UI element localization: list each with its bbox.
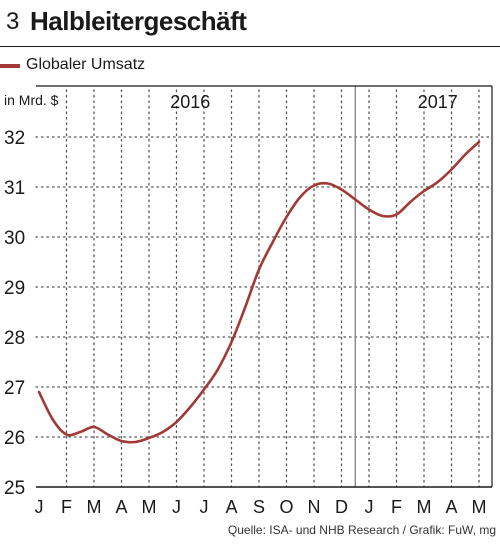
y-tick-label: 29 xyxy=(4,278,25,299)
x-tick-label: A xyxy=(225,497,237,517)
x-tick-label: F xyxy=(61,497,72,517)
x-tick-label: S xyxy=(253,497,265,517)
x-tick-label: J xyxy=(172,497,181,517)
x-tick-label: M xyxy=(87,497,102,517)
x-tick-label: A xyxy=(115,497,127,517)
x-tick-label: J xyxy=(200,497,209,517)
y-axis-unit-label: in Mrd. $ xyxy=(4,92,59,108)
y-tick-label: 31 xyxy=(4,178,25,199)
x-tick-label: J xyxy=(35,497,44,517)
chart-title: Halbleitergeschäft xyxy=(30,6,247,36)
figure-number: 3 xyxy=(6,8,20,35)
year-labels: 2016 2017 xyxy=(170,92,458,112)
series xyxy=(37,140,481,444)
header-rule xyxy=(0,46,500,47)
legend-swatch xyxy=(0,64,20,68)
y-tick-label: 26 xyxy=(4,428,25,449)
x-tick-label: M xyxy=(417,497,432,517)
x-tick-label: J xyxy=(365,497,374,517)
y-tick-label: 32 xyxy=(4,128,25,149)
x-tick-label: A xyxy=(445,497,457,517)
year-label: 2017 xyxy=(418,92,458,112)
y-tick-label: 28 xyxy=(4,328,25,349)
series-line-globaler-umsatz xyxy=(37,140,481,444)
x-tick-label: M xyxy=(472,497,487,517)
y-tick-labels: 25 26 27 28 29 30 31 32 xyxy=(4,128,25,499)
grid xyxy=(35,89,493,488)
y-tick-label: 25 xyxy=(4,478,25,499)
x-tick-label: M xyxy=(142,497,157,517)
legend-label: Globaler Umsatz xyxy=(26,56,146,73)
axes xyxy=(36,85,493,488)
year-label: 2016 xyxy=(170,92,210,112)
y-tick-label: 27 xyxy=(4,378,25,399)
y-tick-label: 30 xyxy=(4,228,25,249)
x-tick-label: N xyxy=(308,497,321,517)
source-note: Quelle: ISA- und NHB Research / Grafik: … xyxy=(227,523,496,537)
x-tick-label: O xyxy=(279,497,293,517)
x-tick-label: F xyxy=(391,497,402,517)
figure-header: 3 Halbleitergeschäft xyxy=(0,0,500,48)
x-tick-label: D xyxy=(335,497,348,517)
